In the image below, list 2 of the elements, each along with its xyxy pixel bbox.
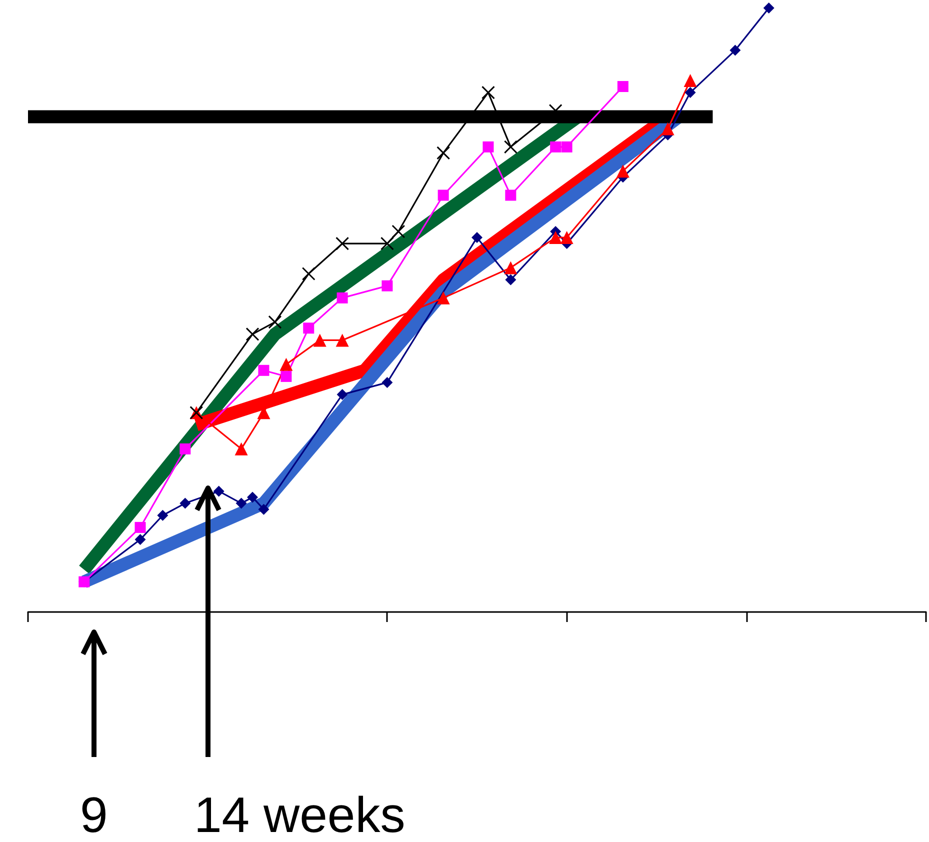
text: 14 weeks	[194, 787, 406, 842]
text: 9	[80, 787, 108, 842]
